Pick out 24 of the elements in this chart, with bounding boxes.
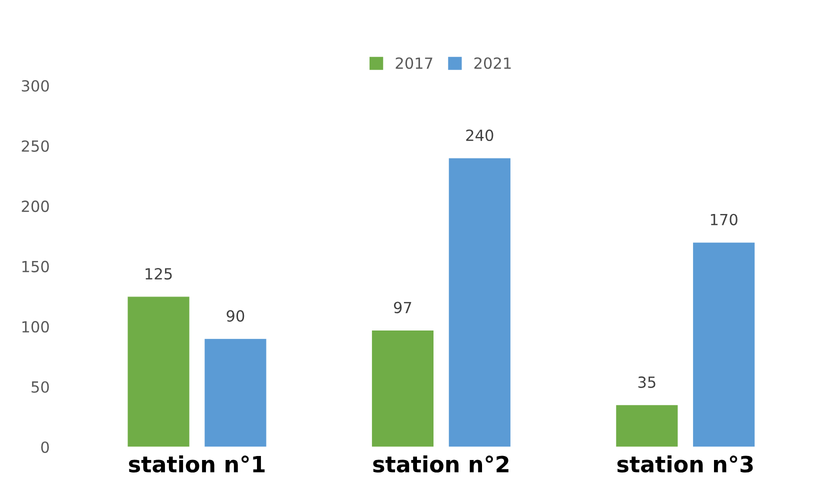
x-tick-label: station n°3 <box>617 455 753 473</box>
bar <box>127 296 190 447</box>
data-label: 97 <box>394 302 412 314</box>
x-tick-label: station n°1 <box>128 455 265 473</box>
bar <box>204 338 267 447</box>
y-tick-label: 250 <box>22 140 49 152</box>
data-label: 240 <box>466 130 494 142</box>
bar <box>448 158 512 447</box>
data-label: 35 <box>638 376 656 388</box>
x-tick-label: station n°2 <box>373 455 508 473</box>
bar <box>371 330 434 447</box>
y-tick-label: 150 <box>22 260 49 272</box>
y-tick-label: 50 <box>32 381 49 393</box>
data-label: 90 <box>226 310 244 322</box>
legend-label: 2017 <box>396 57 432 69</box>
y-tick-label: 100 <box>22 321 49 333</box>
y-tick-label: 300 <box>22 80 49 92</box>
bar <box>692 242 756 447</box>
data-label: 125 <box>146 268 172 280</box>
data-label: 170 <box>710 214 738 226</box>
legend-label: 2021 <box>474 57 511 69</box>
y-tick-label: 200 <box>22 200 49 212</box>
y-tick-label: 0 <box>41 441 49 454</box>
bar <box>615 404 678 447</box>
